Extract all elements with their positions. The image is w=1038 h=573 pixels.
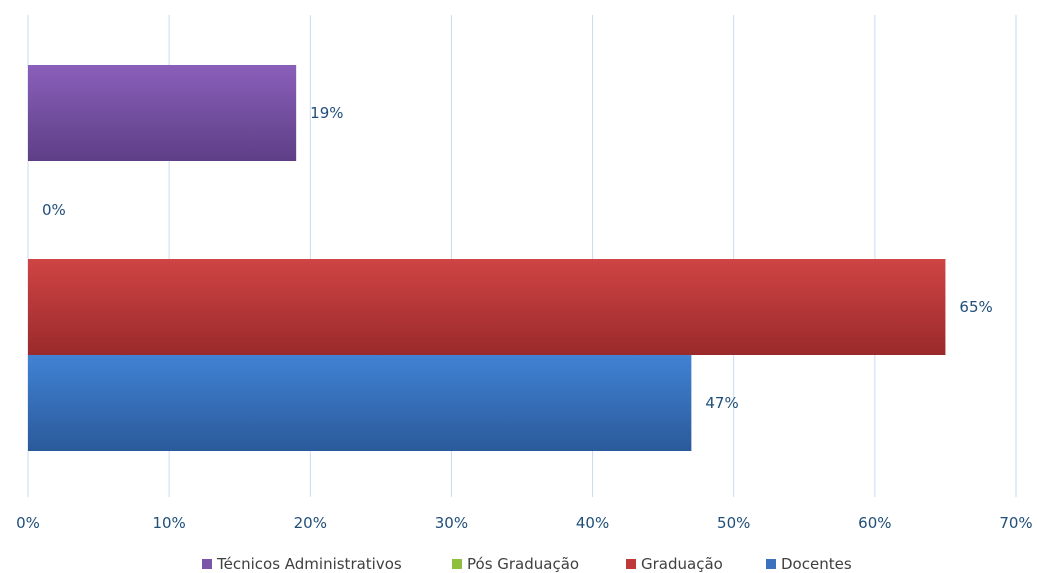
legend-label: Técnicos Administrativos bbox=[216, 555, 402, 573]
data-label: 0% bbox=[42, 201, 66, 219]
x-axis-tick-labels: 0% 10% 20% 30% 40% 50% 60% 70% bbox=[16, 514, 1033, 532]
x-tick-label: 60% bbox=[858, 514, 891, 532]
x-tick-label: 30% bbox=[435, 514, 468, 532]
legend-swatch bbox=[452, 559, 462, 569]
legend-swatch bbox=[766, 559, 776, 569]
bar bbox=[28, 259, 946, 355]
legend-label: Graduação bbox=[641, 555, 723, 573]
bars bbox=[28, 65, 946, 451]
legend-swatch bbox=[202, 559, 212, 569]
data-label: 65% bbox=[959, 298, 992, 316]
data-label: 19% bbox=[310, 104, 343, 122]
x-tick-label: 20% bbox=[294, 514, 327, 532]
bar bbox=[28, 65, 297, 161]
x-tick-label: 0% bbox=[16, 514, 40, 532]
legend-swatch bbox=[626, 559, 636, 569]
x-tick-label: 70% bbox=[999, 514, 1032, 532]
bar bbox=[28, 355, 692, 451]
legend-label: Docentes bbox=[781, 555, 852, 573]
x-tick-label: 40% bbox=[576, 514, 609, 532]
x-tick-label: 50% bbox=[717, 514, 750, 532]
legend: Técnicos Administrativos Pós Graduação Gra… bbox=[202, 555, 852, 573]
x-tick-label: 10% bbox=[152, 514, 185, 532]
legend-label: Pós Graduação bbox=[467, 555, 579, 573]
data-labels: 19% 0% 65% 47% bbox=[42, 104, 993, 412]
data-label: 47% bbox=[705, 394, 738, 412]
